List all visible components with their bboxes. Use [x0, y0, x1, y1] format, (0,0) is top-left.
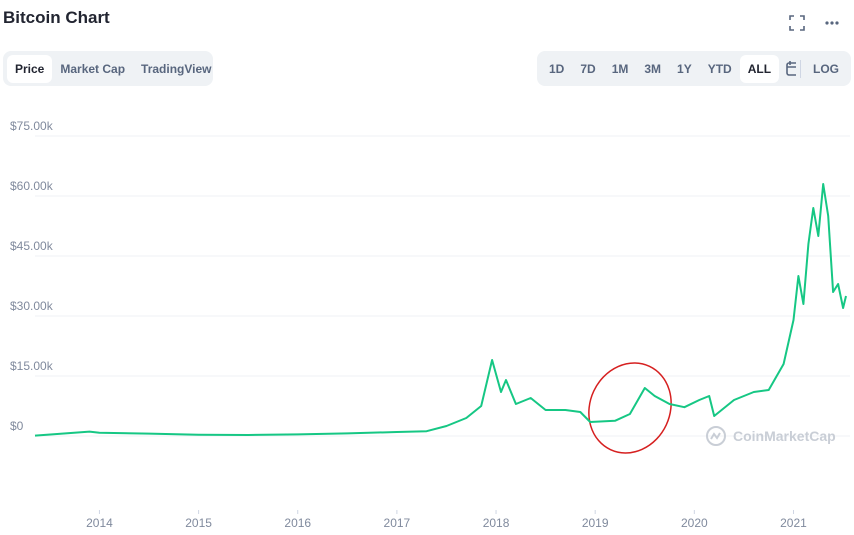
- x-tick-label: 2014: [86, 516, 113, 530]
- y-tick-label: $45.00k: [10, 239, 54, 253]
- tab-group: Price Market Cap TradingView: [3, 51, 213, 86]
- button[interactable]: 7D: [580, 61, 596, 76]
- price-line: [34, 183, 847, 437]
- watermark-logo: [706, 426, 726, 446]
- button[interactable]: 1M: [611, 61, 629, 76]
- x-tick-label: 2016: [284, 516, 311, 530]
- button[interactable]: YTD: [707, 61, 732, 76]
- watermark: CoinMarketCap: [733, 428, 836, 444]
- divider: [800, 59, 801, 78]
- x-tick-label: 2021: [780, 516, 807, 530]
- x-tick-label: 2017: [384, 516, 411, 530]
- range-group: 1D 7D 1M 3M 1Y YTD ALL LOG: [537, 51, 851, 86]
- button[interactable]: TradingView: [141, 61, 212, 76]
- y-tick-label: $60.00k: [10, 179, 54, 193]
- header-icons: [789, 15, 839, 31]
- x-tick-label: 2018: [483, 516, 510, 530]
- button[interactable]: 1D: [549, 61, 565, 76]
- button[interactable]: LOG: [813, 61, 839, 76]
- calendar-button[interactable]: [779, 59, 797, 79]
- button[interactable]: ALL: [739, 54, 780, 83]
- y-tick-label: $75.00k: [10, 119, 54, 133]
- x-tick-label: 2020: [681, 516, 708, 530]
- button[interactable]: Market Cap: [60, 61, 126, 76]
- y-tick-label: $30.00k: [10, 299, 54, 313]
- button[interactable]: 3M: [644, 61, 662, 76]
- button[interactable]: Price: [7, 54, 53, 83]
- hand-drawn-circle: [588, 362, 672, 454]
- fullscreen-icon[interactable]: [789, 15, 805, 31]
- y-tick-label: $15.00k: [10, 359, 54, 373]
- chart-title: Bitcoin Chart: [3, 8, 110, 27]
- y-tick-label: $0: [10, 419, 24, 433]
- button[interactable]: 1Y: [677, 61, 692, 76]
- x-tick-label: 2015: [185, 516, 212, 530]
- more-icon[interactable]: [825, 21, 839, 25]
- x-tick-label: 2019: [582, 516, 609, 530]
